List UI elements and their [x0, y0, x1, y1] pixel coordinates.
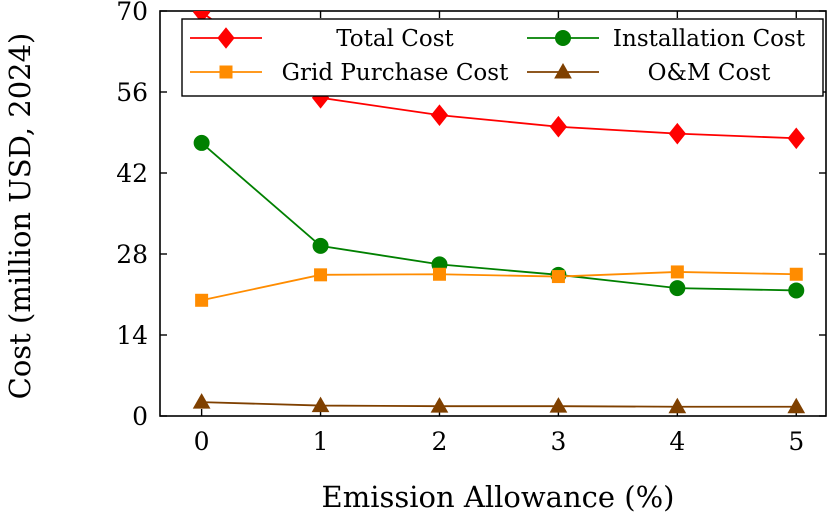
data-point-grid-purchase-cost: [789, 267, 803, 281]
y-tick-label: 14: [116, 321, 148, 350]
data-point-grid-purchase-cost: [551, 270, 565, 284]
data-point-o-m-cost: [668, 397, 687, 414]
series-line-o-m-cost: [201, 401, 797, 408]
plot-frame: [159, 10, 827, 417]
data-point-installation-cost: [312, 237, 329, 254]
data-point-o-m-cost: [549, 397, 568, 413]
legend-marker-grid-purchase-cost: [219, 65, 233, 79]
data-point-installation-cost: [788, 282, 805, 299]
x-tick-label: 0: [194, 427, 210, 456]
series-grid-purchase-cost: [195, 265, 803, 307]
x-axis-title: Emission Allowance (%): [322, 480, 675, 514]
x-tick-label: 2: [432, 427, 448, 456]
y-tick-label: 56: [116, 78, 148, 107]
y-tick-label: 70: [116, 0, 148, 26]
legend-marker-installation-cost: [555, 30, 571, 46]
series-installation-cost: [193, 134, 805, 299]
legend-label-installation-cost: Installation Cost: [613, 26, 806, 52]
y-axis-title: Cost (million USD, 2024): [3, 33, 37, 400]
x-tick-label: 5: [788, 427, 804, 456]
data-point-installation-cost: [193, 134, 210, 151]
data-point-o-m-cost: [787, 397, 806, 414]
data-point-total-cost: [430, 104, 449, 126]
y-tick-label: 42: [116, 159, 148, 188]
series-o-m-cost: [192, 393, 806, 414]
data-point-total-cost: [668, 122, 686, 145]
plot-area: 0 14 28 42 56 70 0 1 2 3 4 5: [116, 0, 827, 456]
data-point-total-cost: [549, 115, 568, 138]
legend-marker-total-cost: [217, 27, 235, 49]
y-tick-label: 28: [116, 240, 148, 269]
x-tick-label: 3: [550, 427, 566, 456]
legend: Total Cost Installation Cost Grid Purchase…: [181, 18, 824, 97]
data-point-o-m-cost: [430, 397, 449, 413]
x-tick-label: 1: [313, 427, 329, 456]
legend-box: [181, 18, 824, 97]
series-line-installation-cost: [201, 142, 797, 292]
data-point-grid-purchase-cost: [314, 268, 328, 282]
legend-label-grid-purchase-cost: Grid Purchase Cost: [282, 60, 509, 86]
data-point-grid-purchase-cost: [432, 267, 446, 281]
legend-label-o-m-cost: O&M Cost: [648, 60, 771, 86]
data-point-grid-purchase-cost: [195, 293, 209, 307]
y-tick-label: 0: [132, 402, 148, 431]
series-line-grid-purchase-cost: [201, 271, 797, 302]
data-point-o-m-cost: [192, 393, 211, 409]
data-point-grid-purchase-cost: [670, 265, 684, 279]
data-point-o-m-cost: [311, 396, 330, 413]
legend-marker-o-m-cost: [554, 62, 572, 79]
x-tick-label: 4: [669, 427, 685, 456]
data-point-total-cost: [787, 127, 805, 150]
data-point-installation-cost: [669, 280, 686, 297]
legend-label-total-cost: Total Cost: [336, 26, 454, 52]
